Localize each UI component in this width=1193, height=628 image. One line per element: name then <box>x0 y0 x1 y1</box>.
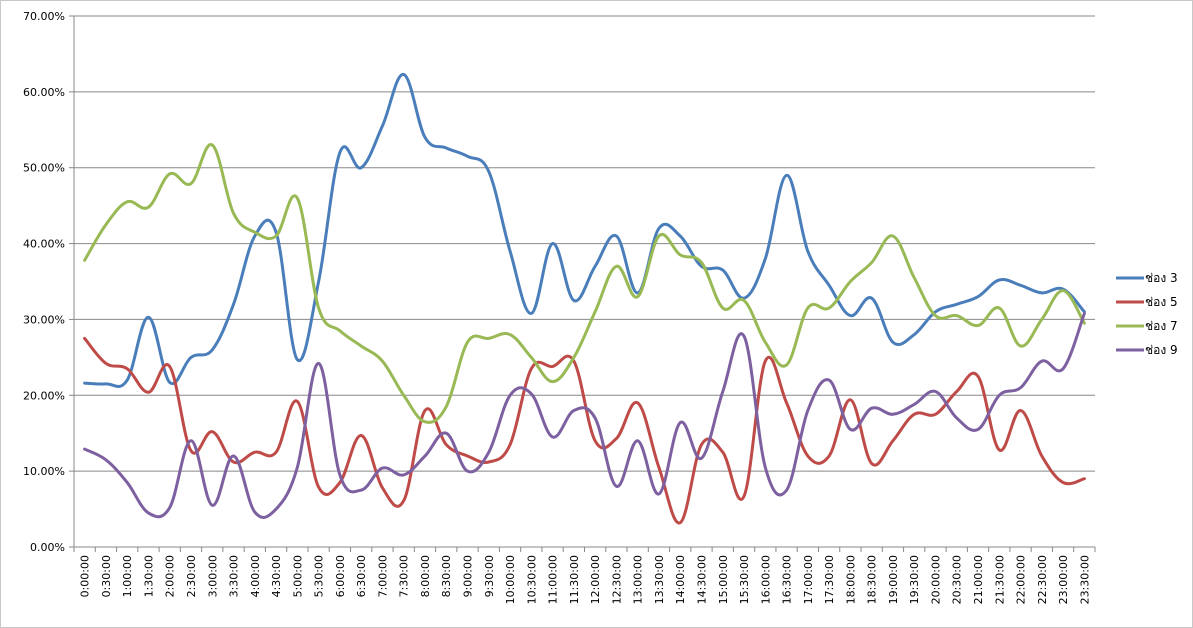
x-tick-label: 10:00:00 <box>504 555 517 604</box>
x-tick-label: 22:00:00 <box>1015 555 1028 604</box>
gridlines <box>74 15 1095 472</box>
x-tick-label: 16:00:00 <box>759 555 772 604</box>
x-tick-label: 23:00:00 <box>1057 555 1070 604</box>
x-tick-label: 18:30:00 <box>866 555 879 604</box>
x-tick-label: 4:00:00 <box>249 555 262 597</box>
axes: 0.00% 10.00% 20.00% 30.00% 40.00% 50.00% 60.00… <box>23 10 1096 604</box>
x-tick-label: 12:30:00 <box>610 555 623 604</box>
x-tick-label: 0:00:00 <box>79 555 92 597</box>
x-tick-label: 11:00:00 <box>547 555 560 604</box>
x-tick-label: 17:30:00 <box>823 555 836 604</box>
legend: ช่อง 3 ช่อง 5 ช่อง 7 ช่อง 9 <box>1116 271 1178 357</box>
x-tick-label: 19:00:00 <box>887 555 900 604</box>
legend-label: ช่อง 5 <box>1145 295 1178 309</box>
y-tick-label: 20.00% <box>23 389 65 402</box>
x-tick-label: 2:30:00 <box>185 555 198 597</box>
series-lines <box>83 72 1086 525</box>
x-tick-label: 0:30:00 <box>100 555 113 597</box>
x-tick-label: 14:00:00 <box>674 555 687 604</box>
x-tick-label: 3:00:00 <box>206 555 219 597</box>
series-line-1 <box>83 72 1086 388</box>
x-tick-label: 21:00:00 <box>972 555 985 604</box>
x-tick-label: 20:30:00 <box>951 555 964 604</box>
x-tick-label: 15:00:00 <box>717 555 730 604</box>
x-tick-label: 6:30:00 <box>355 555 368 597</box>
x-tick-label: 1:30:00 <box>142 555 155 597</box>
x-tick-label: 19:30:00 <box>908 555 921 604</box>
series-line-4 <box>83 311 1086 519</box>
legend-label: ช่อง 3 <box>1145 271 1178 285</box>
x-tick-label: 9:30:00 <box>483 555 496 597</box>
x-tick-label: 13:00:00 <box>632 555 645 604</box>
x-tick-label: 17:00:00 <box>802 555 815 604</box>
legend-label: ช่อง 7 <box>1145 319 1178 333</box>
x-tick-label: 12:00:00 <box>589 555 602 604</box>
y-tick-label: 0.00% <box>30 541 65 554</box>
x-tick-label: 3:30:00 <box>228 555 241 597</box>
x-tick-label: 10:30:00 <box>525 555 538 604</box>
x-tick-label: 5:30:00 <box>313 555 326 597</box>
series-line-2 <box>83 336 1086 525</box>
y-tick-label: 30.00% <box>23 313 65 326</box>
y-tick-label: 10.00% <box>23 465 65 478</box>
x-tick-label: 7:00:00 <box>376 555 389 597</box>
x-tick-label: 1:00:00 <box>121 555 134 597</box>
x-tick-label: 8:30:00 <box>440 555 453 597</box>
x-tick-label: 7:30:00 <box>398 555 411 597</box>
x-tick-label: 2:00:00 <box>164 555 177 597</box>
x-tick-label: 4:30:00 <box>270 555 283 597</box>
y-tick-label: 70.00% <box>23 10 65 23</box>
y-tick-label: 60.00% <box>23 86 65 99</box>
x-tick-label: 18:00:00 <box>844 555 857 604</box>
x-tick-label: 13:30:00 <box>653 555 666 604</box>
x-tick-label: 14:30:00 <box>695 555 708 604</box>
y-tick-label: 40.00% <box>23 238 65 251</box>
x-tick-label: 15:30:00 <box>738 555 751 604</box>
x-tick-label: 8:00:00 <box>419 555 432 597</box>
x-tick-label: 22:30:00 <box>1036 555 1049 604</box>
series-line-3 <box>83 143 1086 424</box>
x-tick-label: 5:00:00 <box>291 555 304 597</box>
x-tick-label: 21:30:00 <box>993 555 1006 604</box>
legend-label: ช่อง 9 <box>1145 343 1178 357</box>
x-tick-label: 11:30:00 <box>568 555 581 604</box>
x-tick-label: 16:30:00 <box>781 555 794 604</box>
x-tick-label: 6:00:00 <box>334 555 347 597</box>
y-tick-label: 50.00% <box>23 162 65 175</box>
x-tick-label: 23:30:00 <box>1078 555 1091 604</box>
x-tick-label: 20:00:00 <box>929 555 942 604</box>
x-tick-label: 9:00:00 <box>462 555 475 597</box>
